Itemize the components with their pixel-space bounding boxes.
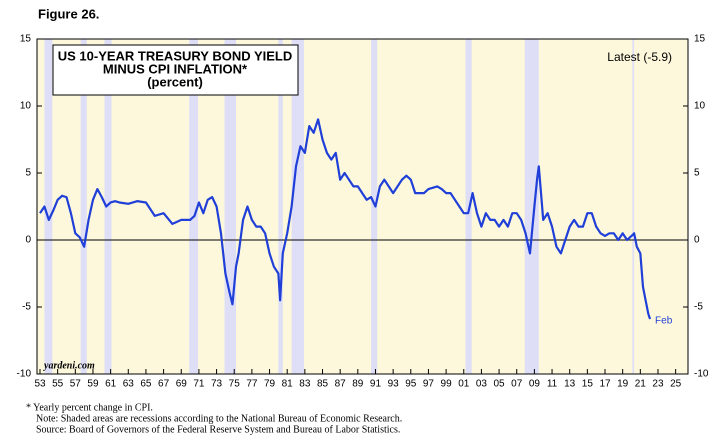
footnotes: * Yearly percent change in CPI.Note: Sha…: [26, 402, 402, 435]
x-tick-label: 71: [193, 379, 205, 390]
end-label: Feb: [655, 316, 673, 327]
source-mark: yardeni.com: [43, 360, 95, 371]
x-tick-label: 89: [352, 379, 364, 390]
x-tick-label: 19: [617, 379, 629, 390]
x-tick-label: 55: [52, 379, 64, 390]
x-tick-label: 57: [70, 379, 82, 390]
y2-tick-label: -10: [694, 369, 709, 380]
x-tick-label: 53: [34, 379, 46, 390]
y-tick-label: 15: [20, 34, 32, 45]
recession-band: [44, 39, 53, 374]
footnote: Note: Shaded areas are recessions accord…: [36, 413, 402, 424]
x-tick-label: 91: [370, 379, 382, 390]
x-tick-label: 03: [476, 379, 488, 390]
x-tick-label: 07: [511, 379, 523, 390]
y2-tick-label: 0: [694, 235, 700, 246]
x-tick-label: 87: [335, 379, 347, 390]
x-tick-label: 99: [441, 379, 453, 390]
y2-tick-label: -5: [694, 302, 703, 313]
recession-band: [632, 39, 635, 374]
recession-band: [524, 39, 539, 374]
x-tick-label: 61: [105, 379, 117, 390]
recession-band: [278, 39, 283, 374]
y2-tick-label: 15: [694, 34, 706, 45]
x-tick-label: 73: [211, 379, 223, 390]
x-tick-label: 05: [494, 379, 506, 390]
footnote: * Yearly percent change in CPI.: [26, 402, 153, 413]
recession-band: [104, 39, 112, 374]
x-tick-label: 97: [423, 379, 435, 390]
recession-band: [224, 39, 236, 374]
chart-title: (percent): [147, 74, 203, 89]
chart-title: MINUS CPI INFLATION*: [103, 61, 248, 76]
latest-annotation: Latest (-5.9): [607, 50, 672, 64]
y-tick-label: 10: [20, 101, 32, 112]
y-tick-label: 0: [25, 235, 31, 246]
x-tick-label: 65: [140, 379, 152, 390]
recession-band: [189, 39, 199, 374]
y-tick-label: -5: [22, 302, 31, 313]
yield-line: [39, 118, 652, 320]
x-tick-label: 77: [246, 379, 258, 390]
x-tick-label: 63: [123, 379, 135, 390]
x-tick-label: 23: [652, 379, 664, 390]
x-tick-label: 15: [582, 379, 594, 390]
x-tick-label: 17: [599, 379, 611, 390]
y2-tick-label: 10: [694, 101, 706, 112]
x-tick-label: 67: [158, 379, 170, 390]
recession-band: [291, 39, 304, 374]
x-tick-label: 93: [388, 379, 400, 390]
recession-band: [80, 39, 87, 374]
x-tick-label: 59: [87, 379, 99, 390]
x-tick-label: 13: [564, 379, 576, 390]
recession-band: [371, 39, 378, 374]
x-tick-label: 09: [529, 379, 541, 390]
x-tick-label: 21: [635, 379, 647, 390]
x-tick-label: 95: [405, 379, 417, 390]
x-tick-label: 83: [299, 379, 311, 390]
x-tick-label: 11: [547, 379, 558, 390]
chart-title: US 10-YEAR TREASURY BOND YIELD: [58, 48, 293, 63]
x-tick-label: 01: [458, 379, 470, 390]
x-tick-label: 69: [176, 379, 188, 390]
y-tick-label: -10: [17, 369, 32, 380]
plot-frame: [36, 38, 689, 375]
x-tick-label: 25: [670, 379, 682, 390]
x-tick-label: 81: [282, 379, 294, 390]
figure-label: Figure 26.: [38, 6, 99, 21]
footnote: Source: Board of Governors of the Federa…: [36, 424, 400, 435]
x-tick-label: 79: [264, 379, 276, 390]
y-tick-label: 5: [25, 168, 31, 179]
x-tick-label: 85: [317, 379, 329, 390]
y2-tick-label: 5: [694, 168, 700, 179]
title-box: [52, 44, 299, 96]
x-tick-label: 75: [229, 379, 241, 390]
